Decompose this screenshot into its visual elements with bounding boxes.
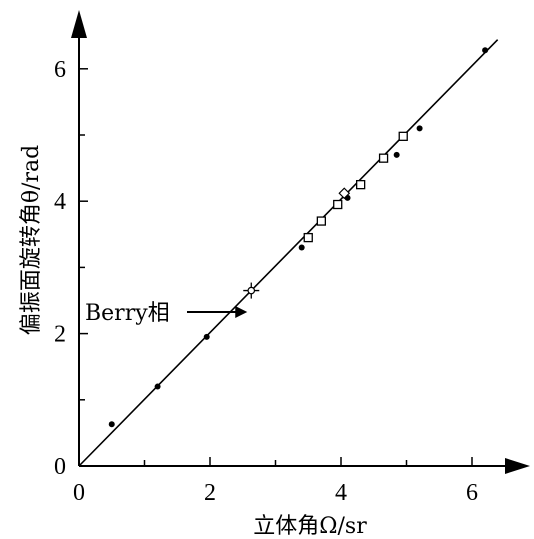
x-axis-title: 立体角Ω/sr xyxy=(253,514,367,539)
data-point-dot xyxy=(108,421,115,428)
axes xyxy=(71,10,530,474)
data-point-dot xyxy=(416,125,423,132)
data-point-square xyxy=(355,179,366,190)
fit-line xyxy=(78,39,499,467)
x-axis-arrow xyxy=(505,458,530,474)
x-tick-label: 6 xyxy=(466,480,478,506)
y-axis-arrow xyxy=(71,10,87,38)
x-tick-label: 0 xyxy=(73,480,85,506)
data-point-square xyxy=(333,199,343,210)
fit-line-group xyxy=(78,39,499,467)
data-point-square xyxy=(303,232,313,243)
data-point-dot xyxy=(203,333,210,340)
y-tick-label: 4 xyxy=(54,189,66,215)
error-bar-point xyxy=(247,286,256,295)
y-tick-label: 2 xyxy=(54,322,66,348)
y-tick-label: 6 xyxy=(54,57,66,83)
data-points xyxy=(108,47,489,428)
ticks: 0 2 4 6 0 2 4 6 xyxy=(54,57,478,506)
y-tick-label: 0 xyxy=(54,454,66,480)
data-point-square xyxy=(398,131,408,141)
data-point-dot xyxy=(154,383,161,390)
data-point-square xyxy=(378,153,389,163)
data-point-dot xyxy=(393,151,400,158)
x-tick-label: 4 xyxy=(335,480,347,506)
data-point-berry xyxy=(243,282,260,299)
x-tick-label: 2 xyxy=(204,480,216,506)
data-point-diamond xyxy=(338,187,351,200)
y-axis-title: 偏振面旋转角θ/rad xyxy=(19,145,44,335)
annotation-arrow-head xyxy=(235,306,248,318)
data-point-dot xyxy=(298,244,305,251)
annotation-label: Berry相 xyxy=(85,301,170,326)
data-point-square xyxy=(316,216,327,226)
data-point-dot xyxy=(482,47,489,54)
